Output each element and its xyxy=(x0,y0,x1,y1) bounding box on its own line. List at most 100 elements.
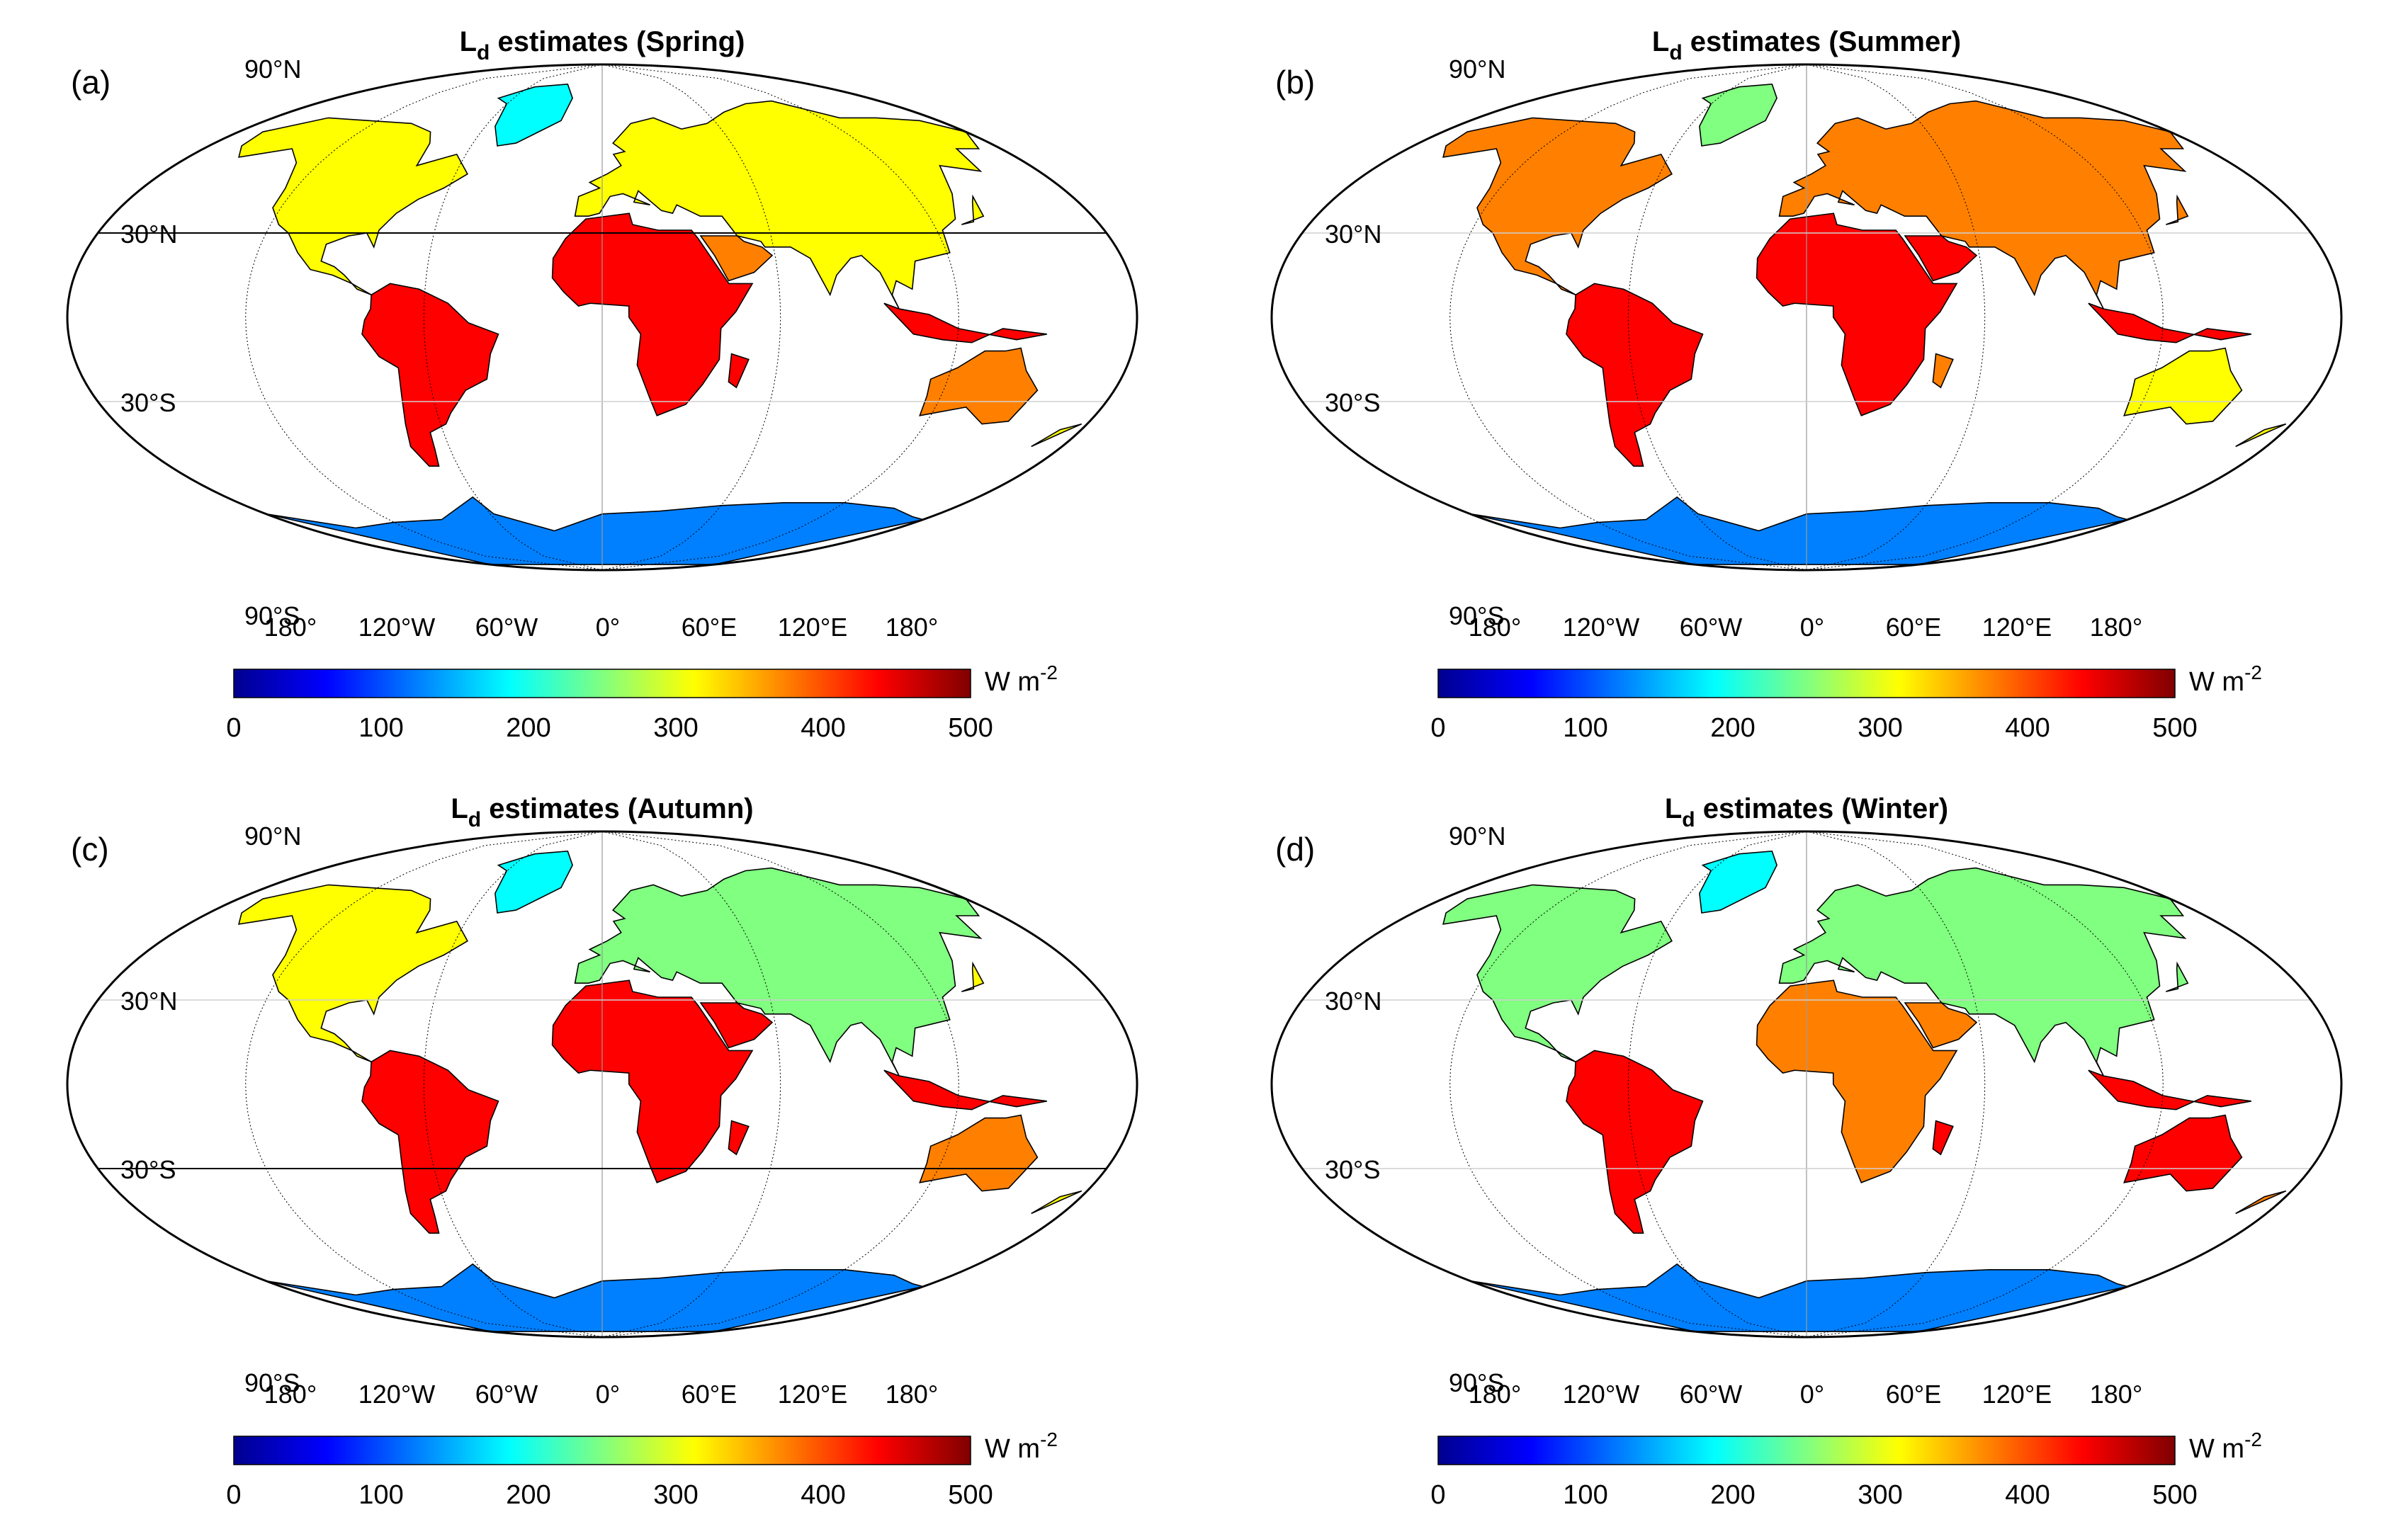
lon-label: 180° xyxy=(2090,613,2142,642)
colorbar-unit: W m-2 xyxy=(2189,1428,2262,1464)
meridian xyxy=(423,831,603,1337)
meridian xyxy=(601,831,959,1337)
meridian xyxy=(1806,64,1986,570)
lon-label: 180° xyxy=(2090,1380,2142,1409)
lat-label: 90°S xyxy=(1449,601,1504,630)
panel-title: Ld estimates (Autumn) xyxy=(451,793,753,831)
graticule xyxy=(67,831,1137,1337)
colorbar-tick: 300 xyxy=(1858,713,1902,743)
panel-label: (b) xyxy=(1275,64,1315,101)
land-new-zealand xyxy=(2235,1190,2287,1215)
land-australia xyxy=(2123,1114,2243,1192)
colorbar-tick: 400 xyxy=(801,1480,845,1510)
meridian xyxy=(1627,831,1807,1337)
lat-label: 30°S xyxy=(1325,388,1380,417)
lat-label: 90°S xyxy=(244,601,300,630)
colorbar-tick: 500 xyxy=(2152,1480,2197,1510)
unit-exponent: -2 xyxy=(1040,1428,1058,1450)
colorbar-tick: 400 xyxy=(801,713,845,743)
land-madagascar xyxy=(728,1120,750,1156)
colorbar xyxy=(233,669,971,698)
colorbar-tick: 300 xyxy=(653,713,698,743)
lon-label: 0° xyxy=(596,613,620,642)
lon-label: 120°W xyxy=(1563,1380,1639,1409)
lat-label: 90°N xyxy=(244,55,301,84)
unit-text: W m xyxy=(985,1434,1040,1464)
map-frame xyxy=(66,830,1138,1339)
panel-title: Ld estimates (Winter) xyxy=(1665,793,1948,831)
lon-label: 60°E xyxy=(1886,1380,1941,1409)
land-indonesia xyxy=(883,1069,1047,1110)
land-masses xyxy=(238,83,1083,565)
lat-label: 90°N xyxy=(1449,55,1505,84)
title-subscript: d xyxy=(1669,41,1682,64)
unit-exponent: -2 xyxy=(2244,661,2262,683)
land-arabia xyxy=(699,235,774,282)
meridian xyxy=(1806,831,2164,1337)
lat-label: 90°N xyxy=(1449,822,1505,851)
colorbar-tick: 300 xyxy=(1858,1480,1902,1510)
graticule xyxy=(1272,64,2341,570)
colorbar xyxy=(233,1436,971,1465)
lon-label: 180° xyxy=(886,1380,938,1409)
title-symbol: L xyxy=(451,793,468,824)
meridian xyxy=(1627,64,1807,570)
land-japan xyxy=(2166,961,2189,992)
title-subscript: d xyxy=(1682,808,1695,831)
land-indonesia xyxy=(2088,302,2251,343)
lon-label: 120°W xyxy=(1563,613,1639,642)
land-new-zealand xyxy=(1031,1190,1083,1215)
land-antarctica xyxy=(266,1263,924,1332)
title-text: estimates (Spring) xyxy=(490,26,745,57)
colorbar-tick: 100 xyxy=(1563,1480,1607,1510)
colorbar xyxy=(1437,669,2176,698)
meridian xyxy=(1806,831,1986,1337)
lon-label: 180° xyxy=(1469,1380,1521,1409)
title-text: estimates (Autumn) xyxy=(481,793,754,824)
meridian xyxy=(245,64,603,570)
lat-label: 30°N xyxy=(1325,987,1381,1016)
colorbar-tick: 500 xyxy=(948,1480,993,1510)
colorbar-tick: 0 xyxy=(1430,1480,1445,1510)
title-symbol: L xyxy=(460,26,477,57)
lat-label: 90°N xyxy=(244,822,301,851)
land-indonesia xyxy=(883,302,1047,343)
panel-label: (a) xyxy=(71,64,111,101)
land-greenland xyxy=(494,83,573,147)
lon-label: 60°W xyxy=(475,613,538,642)
land-antarctica xyxy=(266,496,924,565)
colorbar-tick: 100 xyxy=(1563,713,1607,743)
map-frame xyxy=(66,63,1138,572)
land-japan xyxy=(961,961,985,992)
panel-title: Ld estimates (Spring) xyxy=(460,26,745,64)
lon-label: 120°E xyxy=(1982,1380,2052,1409)
lon-label: 120°E xyxy=(778,613,847,642)
map-frame xyxy=(1270,830,2343,1339)
map-panel-c: Ld estimates (Autumn) (c) 90°N 30°N 30°S 90°S… xyxy=(0,767,1204,1534)
land-south-america xyxy=(1566,283,1704,467)
meridian xyxy=(423,64,603,570)
colorbar-tick: 200 xyxy=(1710,713,1755,743)
unit-text: W m xyxy=(985,667,1040,697)
land-eurasia xyxy=(1778,100,2187,309)
land-eurasia xyxy=(1778,867,2187,1076)
land-australia xyxy=(919,347,1039,425)
map-svg-b: Ld estimates (Summer) (b) 90°N 30°N 30°S 90°S… xyxy=(1270,26,2343,743)
colorbar-tick: 200 xyxy=(506,713,550,743)
lon-label: 60°W xyxy=(475,1380,538,1409)
lon-label: 180° xyxy=(886,613,938,642)
colorbar-tick: 100 xyxy=(358,713,403,743)
unit-exponent: -2 xyxy=(1040,661,1058,683)
meridian xyxy=(1449,831,1807,1337)
map-svg-d: Ld estimates (Winter) (d) 90°N 30°N 30°S 90°S… xyxy=(1270,793,2343,1510)
land-japan xyxy=(961,194,985,225)
colorbar-tick: 200 xyxy=(1710,1480,1755,1510)
land-new-zealand xyxy=(2235,423,2287,448)
title-symbol: L xyxy=(1652,26,1669,57)
land-new-zealand xyxy=(1031,423,1083,448)
map-frame xyxy=(1270,63,2343,572)
title-subscript: d xyxy=(477,41,490,64)
land-greenland xyxy=(1699,850,1777,914)
lat-label: 30°S xyxy=(120,388,176,417)
